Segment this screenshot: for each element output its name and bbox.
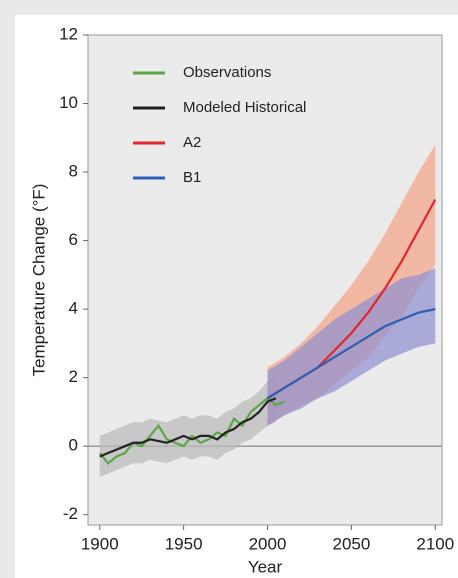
x-tick-label: 1950 xyxy=(165,534,203,553)
x-tick-label: 1900 xyxy=(81,534,119,553)
y-axis-label: Temperature Change (°F) xyxy=(29,184,48,377)
series-line xyxy=(266,308,436,400)
x-axis-label: Year xyxy=(248,557,283,576)
legend-label: Observations xyxy=(183,64,271,81)
x-tick-label: 2050 xyxy=(332,534,370,553)
legend-label: Modeled Historical xyxy=(183,99,306,116)
y-tick-label: 2 xyxy=(69,367,78,386)
y-tick-label: 4 xyxy=(69,299,78,318)
x-tick-label: 2000 xyxy=(249,534,287,553)
series-line xyxy=(99,397,277,458)
y-tick-label: 10 xyxy=(59,93,78,112)
x-tick-label: 2100 xyxy=(416,534,454,553)
legend-label: B1 xyxy=(183,169,201,186)
y-tick-label: 8 xyxy=(69,162,78,181)
uncertainty-band xyxy=(99,374,276,478)
plot xyxy=(88,144,442,478)
legend-label: A2 xyxy=(183,134,201,151)
y-tick-label: -2 xyxy=(63,504,78,523)
y-tick-label: 6 xyxy=(69,230,78,249)
y-tick-label: 12 xyxy=(59,24,78,43)
series-line xyxy=(98,396,285,465)
y-tick-label: 0 xyxy=(69,436,78,455)
